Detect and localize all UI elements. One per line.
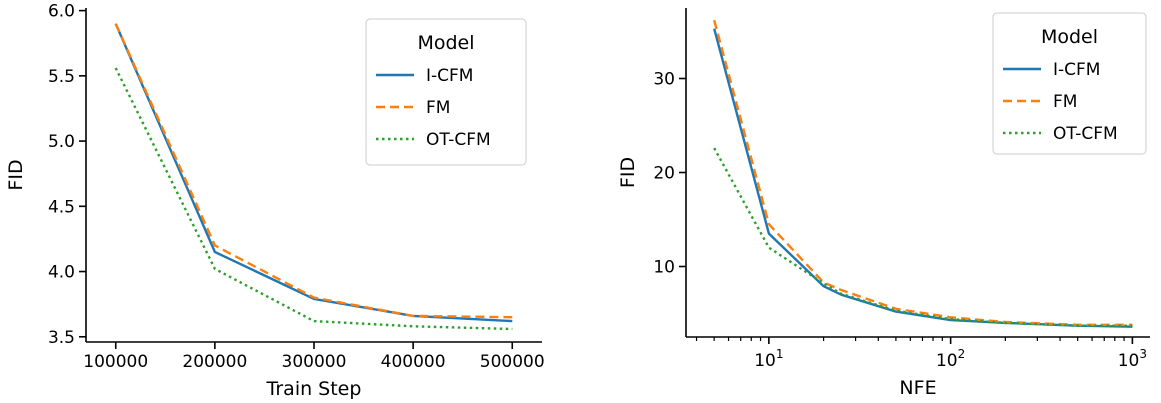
legend-label: I-CFM [426,66,473,86]
y-tick-label: 5.0 [48,132,75,152]
x-tick-label-base: 10 [754,351,776,371]
legend-label: OT-CFM [426,130,491,150]
x-axis-title: NFE [899,377,936,399]
series-line-ot-cfm [713,147,1133,327]
x-tick-label: 103 [1118,347,1147,371]
x-tick-label: 400000 [381,352,446,372]
x-tick-label-base: 10 [936,351,958,371]
x-tick-label: 200000 [182,352,247,372]
y-tick-label: 5.5 [48,67,75,87]
y-axis-title: FID [617,157,639,188]
series-line-i-cfm [114,23,513,323]
x-tick-label-base: 10 [1118,351,1140,371]
x-tick-label: 500000 [480,352,545,372]
x-tick-label-exponent: 1 [776,347,784,361]
legend-title: Model [417,32,474,54]
y-tick-label: 4.5 [48,197,75,217]
legend-title: Model [1041,26,1098,48]
x-axis-title: Train Step [266,378,362,400]
x-tick-label: 102 [936,347,965,371]
series-line-ot-cfm [114,67,513,331]
legend-frame [992,12,1147,155]
legend-label: I-CFM [1053,60,1100,80]
y-tick-label: 4.0 [48,263,75,283]
x-tick-label: 300000 [282,352,347,372]
legend-label: FM [426,98,450,118]
y-tick-label: 6.0 [48,2,75,22]
y-tick-label: 30 [653,70,675,90]
y-tick-label: 10 [653,258,675,278]
x-tick-label: 101 [754,347,783,371]
legend: Model I-CFM FM OT-CFM [365,18,527,166]
x-tick-label-exponent: 3 [1139,347,1147,361]
y-axis-title: FID [5,159,27,190]
x-tick-label-exponent: 2 [958,347,966,361]
legend-label: OT-CFM [1053,124,1118,144]
series-line-fm [114,23,513,319]
train-step-chart: 3.5 4.0 4.5 5.0 5.5 6.0 100000 200000 300000 4000… [5,2,545,400]
y-tick-label: 3.5 [48,328,75,348]
legend: Model I-CFM FM OT-CFM [992,12,1147,155]
legend-frame [365,18,527,166]
legend-label: FM [1053,92,1077,112]
y-tick-label: 20 [653,164,675,184]
x-tick-label: 100000 [83,352,148,372]
